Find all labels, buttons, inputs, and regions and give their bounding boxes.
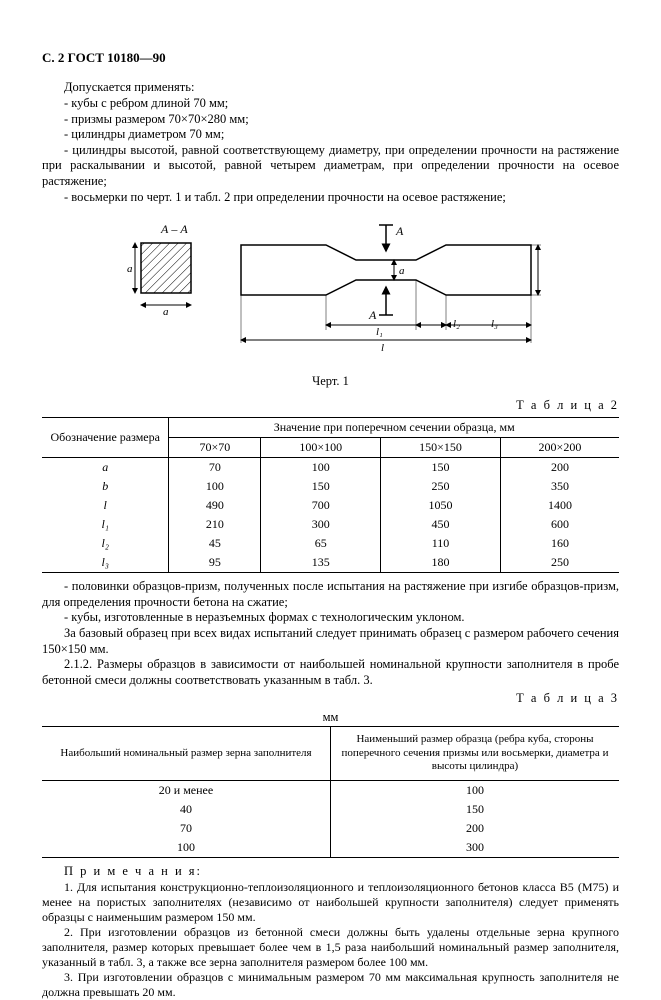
t2-val: 160 [500,534,619,553]
t3-c2: 200 [331,819,620,838]
bullet: - цилиндры высотой, равной соответствующ… [42,143,619,190]
t2-val: 300 [261,515,381,534]
t3-c2: 300 [331,838,620,858]
t2-val: 250 [500,553,619,573]
svg-text:a: a [127,263,133,275]
note: 2. При изготовлении образцов из бетонной… [42,925,619,970]
t2-val: 45 [169,534,261,553]
figure-1: А – А a a А А a b l₁ l₂ [42,215,619,370]
t2-val: 200 [500,458,619,478]
t2-val: 210 [169,515,261,534]
page-header: С. 2 ГОСТ 10180—90 [42,50,619,66]
t2-head-col1: Обозначение размера [42,418,169,458]
svg-text:a: a [399,265,405,277]
t2-col: 200×200 [500,438,619,458]
t2-key: l [42,496,169,515]
svg-text:l₂: l₂ [453,318,460,330]
para: 2.1.2. Размеры образцов в зависимости от… [42,657,619,688]
t2-val: 100 [261,458,381,478]
t3-c1: 70 [42,819,331,838]
t2-val: 490 [169,496,261,515]
t2-col: 150×150 [381,438,501,458]
t2-val: 65 [261,534,381,553]
t3-c2: 100 [331,781,620,801]
t2-val: 250 [381,477,501,496]
intro-line: Допускается применять: [42,80,619,96]
t2-val: 350 [500,477,619,496]
t2-val: 150 [381,458,501,478]
t2-val: 450 [381,515,501,534]
t3-c1: 20 и менее [42,781,331,801]
t2-val: 95 [169,553,261,573]
t3-c1: 40 [42,800,331,819]
note: 3. При изготовлении образцов с минимальн… [42,970,619,1000]
t2-val: 150 [261,477,381,496]
t2-val: 1050 [381,496,501,515]
t2-col: 70×70 [169,438,261,458]
t2-key: l₂ [42,534,169,553]
bullet: - цилиндры диаметром 70 мм; [42,127,619,143]
t2-key: b [42,477,169,496]
svg-text:a: a [163,306,169,318]
notes-heading: П р и м е ч а н и я: [42,864,619,880]
svg-text:l₃: l₃ [491,318,498,330]
bullet: - кубы с ребром длиной 70 мм; [42,96,619,112]
table3-label: Т а б л и ц а 3 [42,691,619,707]
table2-label: Т а б л и ц а 2 [42,398,619,414]
t2-key: a [42,458,169,478]
t2-val: 70 [169,458,261,478]
bullet: - призмы размером 70×70×280 мм; [42,112,619,128]
table3-unit: мм [42,710,619,726]
svg-text:А: А [368,308,377,322]
para: - кубы, изготовленные в неразъемных форм… [42,610,619,626]
svg-text:А – А: А – А [160,222,188,236]
t2-key: l₃ [42,553,169,573]
table-3: Наибольший номинальный размер зерна запо… [42,726,619,858]
t2-val: 100 [169,477,261,496]
t2-val: 700 [261,496,381,515]
t2-val: 135 [261,553,381,573]
t2-val: 180 [381,553,501,573]
svg-text:А: А [395,224,404,238]
t3-head1: Наибольший номинальный размер зерна запо… [42,726,331,780]
svg-text:l₁: l₁ [376,326,383,338]
t2-key: l₁ [42,515,169,534]
t3-c2: 150 [331,800,620,819]
figure-caption: Черт. 1 [42,374,619,390]
bullet: - восьмерки по черт. 1 и табл. 2 при опр… [42,190,619,206]
t3-head2: Наименьший размер образца (ребра куба, с… [331,726,620,780]
t2-val: 1400 [500,496,619,515]
para: За базовый образец при всех видах испыта… [42,626,619,657]
t2-val: 600 [500,515,619,534]
note: 1. Для испытания конструкционно-теплоизо… [42,880,619,925]
svg-text:l: l [381,342,384,354]
t2-val: 110 [381,534,501,553]
t3-c1: 100 [42,838,331,858]
para: - половинки образцов-призм, полученных п… [42,579,619,610]
t2-col: 100×100 [261,438,381,458]
t2-head-span: Значение при поперечном сечении образца,… [169,418,619,438]
table-2: Обозначение размера Значение при попереч… [42,417,619,573]
